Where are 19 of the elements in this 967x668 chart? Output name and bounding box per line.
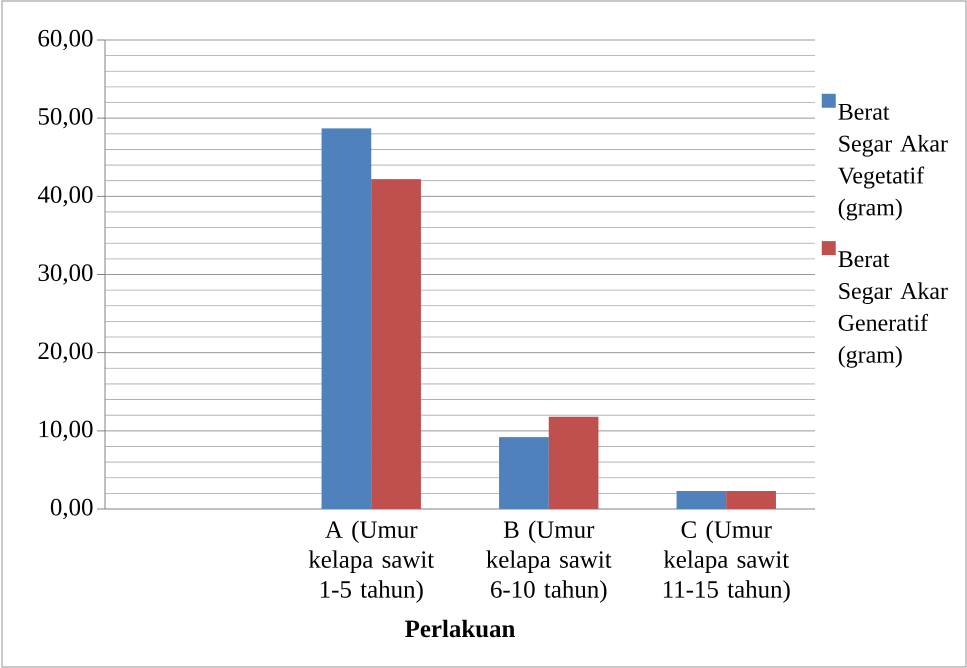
y-tick-label: 0,00 <box>50 498 93 520</box>
x-tick-label: B (Umur kelapa sawit 6-10 tahun) <box>486 520 612 603</box>
bar <box>322 128 372 509</box>
bar <box>726 491 776 509</box>
x-tick-label: C (Umur kelapa sawit 11-15 tahun) <box>664 520 790 603</box>
y-tick-label: 60,00 <box>38 30 93 50</box>
legend-label: Berat Segar Akar Vegetatif (gram) <box>838 104 948 220</box>
x-axis-title: Perlakuan <box>405 620 515 638</box>
bar <box>499 437 549 509</box>
y-tick-label: 10,00 <box>40 420 93 442</box>
bar <box>548 416 598 509</box>
bar <box>371 179 421 509</box>
legend-label: Berat Segar Akar Generatif (gram) <box>838 251 948 368</box>
y-tick-label: 20,00 <box>38 342 93 363</box>
x-tick-label: A (Umur kelapa sawit 1-5 tahun) <box>308 520 434 603</box>
y-tick-label: 50,00 <box>38 108 93 128</box>
y-tick-label: 30,00 <box>38 264 93 285</box>
bar <box>676 491 726 509</box>
y-tick-label: 40,00 <box>38 186 93 207</box>
